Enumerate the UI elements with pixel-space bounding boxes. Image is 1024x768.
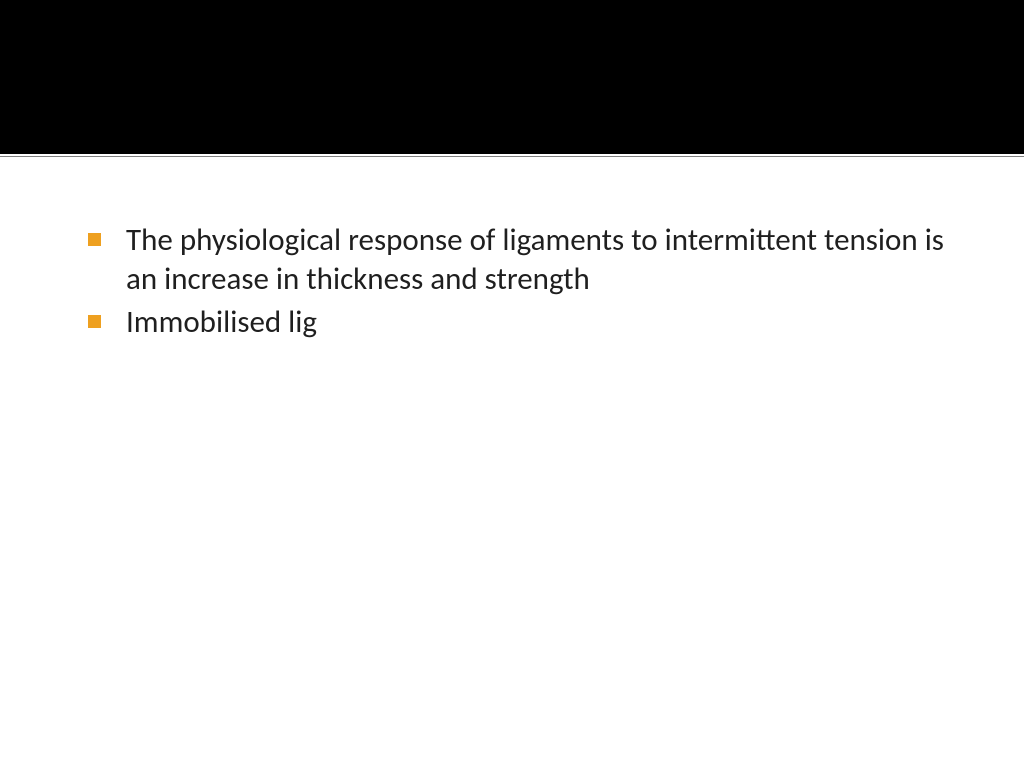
- bullet-text: The physiological response of ligaments …: [126, 221, 944, 298]
- square-bullet-icon: [88, 233, 101, 246]
- slide: The physiological response of ligaments …: [0, 0, 1024, 768]
- title-band: [0, 0, 1024, 152]
- content-area: The physiological response of ligaments …: [0, 159, 1024, 341]
- header-divider: [0, 152, 1024, 159]
- list-item: The physiological response of ligaments …: [88, 221, 954, 299]
- bullet-list: The physiological response of ligaments …: [88, 221, 954, 341]
- bullet-text: Immobilised lig: [126, 303, 317, 341]
- list-item: Immobilised lig: [88, 303, 954, 342]
- square-bullet-icon: [88, 315, 101, 328]
